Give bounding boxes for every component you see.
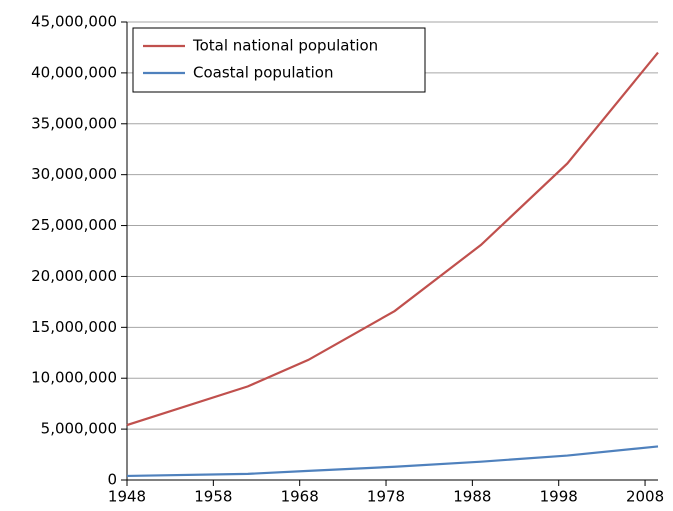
legend-label: Coastal population	[193, 64, 334, 82]
series-line	[126, 51, 659, 427]
legend-label: Total national population	[192, 37, 378, 55]
y-tick-label: 20,000,000	[31, 267, 117, 285]
x-tick-label: 1958	[194, 488, 232, 506]
y-tick-label: 40,000,000	[31, 63, 117, 81]
y-tick-label: 0	[107, 471, 117, 489]
legend-box	[132, 27, 426, 93]
x-tick-label: 1998	[540, 488, 578, 506]
y-tick-label: 35,000,000	[31, 114, 117, 132]
y-tick-label: 10,000,000	[31, 369, 117, 387]
y-tick-label: 25,000,000	[31, 216, 117, 234]
x-tick-label: 1988	[453, 488, 491, 506]
x-tick-label: 1978	[367, 488, 405, 506]
y-tick-label: 45,000,000	[31, 13, 117, 31]
y-tick-label: 15,000,000	[31, 318, 117, 336]
y-tick-label: 30,000,000	[31, 165, 117, 183]
y-tick-label: 5,000,000	[41, 420, 117, 438]
x-tick-label: 2008	[626, 488, 664, 506]
x-tick-label: 1968	[281, 488, 319, 506]
x-tick-label: 1948	[108, 488, 146, 506]
series-line	[126, 445, 659, 478]
